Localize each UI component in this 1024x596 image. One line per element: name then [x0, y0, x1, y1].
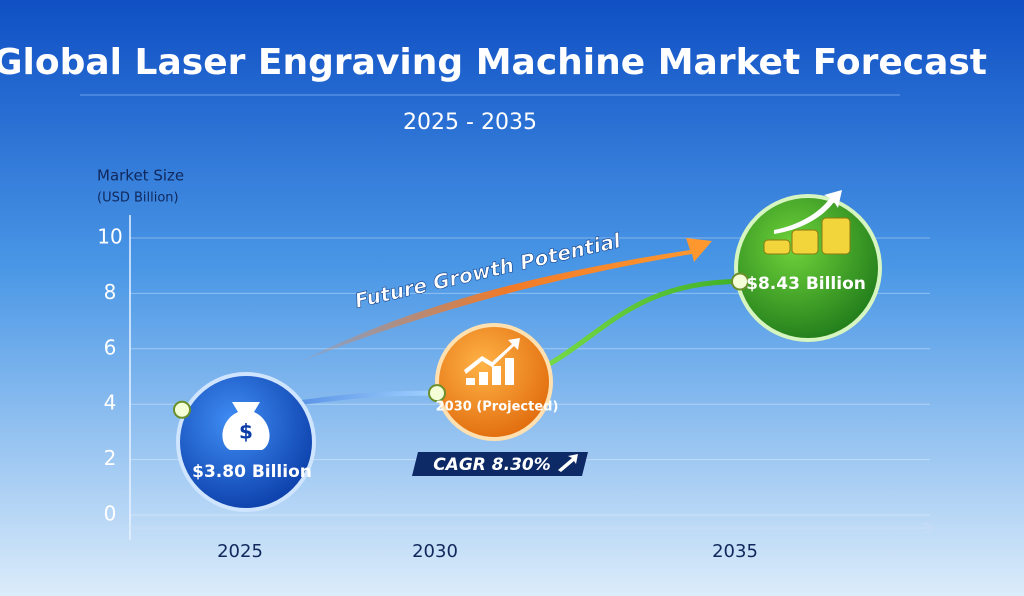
x-tick-label: 2025 — [217, 541, 263, 562]
value-label: $3.80 Billion — [192, 462, 312, 482]
money-bag-sign: $ — [239, 420, 253, 444]
y-tick-label: 0 — [104, 502, 117, 526]
data-point — [173, 400, 191, 419]
chart-icon — [464, 338, 520, 385]
up-arrow-icon — [774, 190, 842, 234]
y-tick-label: 8 — [104, 280, 117, 304]
value-label: $8.43 Billion — [746, 274, 866, 294]
data-point — [731, 272, 749, 291]
x-tick-label: 2035 — [712, 541, 758, 562]
data-point — [428, 384, 446, 403]
chart-title: Global Laser Engraving Machine Market Fo… — [0, 42, 987, 83]
money-bag-icon — [222, 402, 270, 450]
coins-icon — [763, 217, 851, 255]
cagr-arrow — [558, 454, 578, 472]
y-tick-label: 10 — [97, 225, 122, 249]
y-axis-unit: (USD Billion) — [97, 191, 179, 206]
projected-annotation: 2030 (Projected) — [436, 400, 559, 415]
y-axis-title: Market Size — [97, 167, 184, 185]
cagr-annotation: CAGR 8.30% — [433, 455, 551, 475]
growth-arrow — [300, 238, 712, 362]
y-tick-label: 6 — [104, 335, 117, 359]
labels: 2025 2030 2035 $3.80 Billion $8.43 Billion 20… — [173, 272, 866, 562]
x-tick-label: 2030 — [412, 541, 458, 562]
y-tick-label: 4 — [104, 391, 117, 415]
cagr-box — [412, 452, 588, 476]
x-axis-arrow — [923, 522, 936, 534]
y-tick-label: 2 — [104, 446, 117, 470]
chart-subtitle: 2025 - 2035 — [403, 110, 537, 135]
